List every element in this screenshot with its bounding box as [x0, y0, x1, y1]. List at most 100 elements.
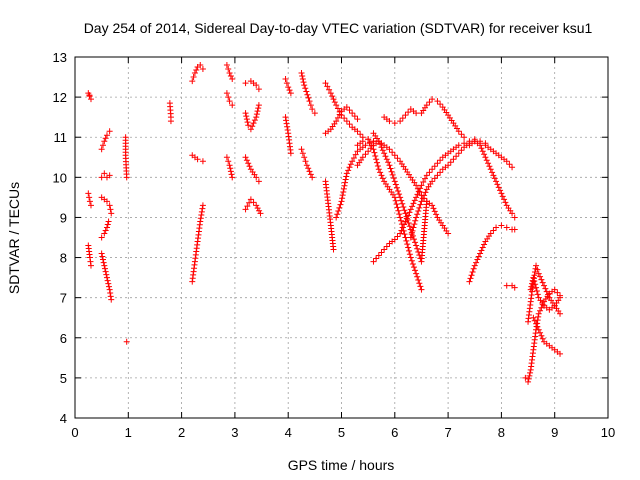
- data-point: [243, 157, 250, 164]
- data-point: [386, 162, 393, 169]
- data-point: [429, 96, 436, 103]
- data-point: [479, 148, 486, 155]
- data-point: [194, 156, 201, 163]
- data-point: [359, 154, 366, 161]
- data-point: [226, 162, 233, 169]
- data-point: [408, 257, 415, 264]
- data-point: [487, 230, 494, 237]
- data-point: [474, 256, 481, 263]
- data-point: [106, 172, 113, 179]
- data-point: [511, 214, 518, 221]
- data-point: [334, 105, 341, 112]
- data-point: [198, 208, 205, 215]
- data-point: [229, 174, 236, 181]
- data-point: [102, 135, 109, 142]
- data-point: [487, 166, 494, 173]
- y-tick-label: 5: [60, 371, 67, 386]
- data-series-s36: [466, 138, 518, 221]
- data-point: [409, 227, 416, 234]
- data-point: [370, 258, 377, 265]
- data-point: [286, 87, 293, 94]
- data-point: [458, 131, 465, 138]
- data-point: [378, 249, 385, 256]
- data-point: [352, 151, 359, 158]
- data-point: [245, 122, 252, 129]
- data-point: [421, 192, 428, 199]
- data-point: [251, 117, 258, 124]
- data-point: [343, 104, 350, 111]
- data-point: [545, 291, 552, 298]
- data-point: [86, 194, 93, 201]
- data-point: [340, 185, 347, 192]
- data-point: [247, 126, 254, 133]
- data-point: [453, 153, 460, 160]
- data-point: [418, 286, 425, 293]
- data-point: [392, 181, 399, 188]
- data-point: [378, 144, 385, 151]
- data-point: [282, 76, 289, 83]
- data-point: [437, 169, 444, 176]
- chart-title: Day 254 of 2014, Sidereal Day-to-day VTE…: [84, 20, 593, 36]
- data-point: [333, 214, 340, 221]
- data-point: [406, 209, 413, 216]
- data-point: [383, 243, 390, 250]
- data-point: [254, 108, 261, 115]
- data-point: [498, 190, 505, 197]
- data-point: [167, 118, 174, 125]
- data-series-s33: [370, 136, 489, 265]
- data-point: [189, 78, 196, 85]
- data-point: [391, 120, 398, 127]
- data-point: [477, 142, 484, 149]
- data-series-s26: [322, 80, 377, 145]
- data-point: [522, 374, 529, 381]
- data-point: [105, 283, 112, 290]
- data-point: [299, 76, 306, 83]
- data-point: [374, 162, 381, 169]
- data-point: [253, 82, 260, 89]
- data-point: [191, 70, 198, 77]
- data-point: [391, 236, 398, 243]
- data-point: [342, 176, 349, 183]
- data-point: [383, 156, 390, 163]
- data-point: [242, 110, 249, 117]
- data-point: [346, 121, 353, 128]
- data-point: [247, 196, 254, 203]
- x-tick-label: 3: [231, 425, 238, 440]
- data-point: [298, 70, 305, 77]
- data-point: [434, 172, 441, 179]
- y-tick-label: 12: [53, 90, 67, 105]
- data-point: [108, 296, 115, 303]
- data-point: [330, 246, 337, 253]
- data-point: [302, 158, 309, 165]
- data-point: [542, 285, 549, 292]
- data-point: [245, 160, 252, 167]
- data-point: [461, 134, 468, 141]
- data-point: [530, 274, 537, 281]
- data-point: [324, 83, 331, 90]
- data-point: [255, 102, 262, 109]
- data-point: [243, 116, 250, 123]
- data-point: [377, 141, 384, 148]
- data-point: [226, 98, 233, 105]
- data-point: [373, 255, 380, 262]
- data-point: [229, 102, 236, 109]
- data-point: [107, 206, 114, 213]
- data-point: [413, 182, 420, 189]
- data-point: [483, 157, 490, 164]
- data-point: [256, 207, 263, 214]
- data-point: [103, 132, 110, 139]
- data-point: [199, 205, 206, 212]
- data-series-s34: [381, 96, 468, 141]
- data-point: [250, 199, 257, 206]
- y-tick-label: 9: [60, 210, 67, 225]
- data-point: [107, 289, 114, 296]
- data-point: [458, 147, 465, 154]
- data-point: [498, 222, 505, 229]
- data-point: [357, 131, 364, 138]
- data-point: [378, 172, 385, 179]
- x-tick-label: 6: [391, 425, 398, 440]
- data-point: [490, 227, 497, 234]
- x-tick-label: 2: [178, 425, 185, 440]
- data-point: [398, 197, 405, 204]
- data-point: [415, 277, 422, 284]
